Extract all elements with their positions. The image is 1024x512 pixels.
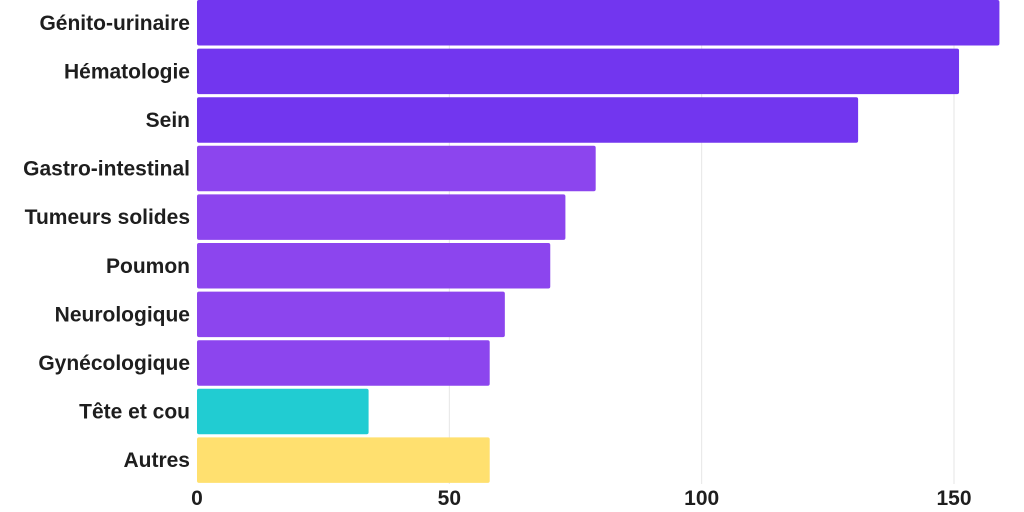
bar-8	[197, 388, 369, 435]
category-labels: Génito-urinaire Hématologie Sein Gastro-int…	[23, 12, 190, 472]
bar-5	[197, 243, 551, 289]
bar-6	[197, 291, 505, 338]
category-label-3: Gastro-intestinal	[23, 158, 190, 181]
bars	[197, 0, 1000, 483]
bar-2	[197, 97, 859, 143]
category-label-0: Génito-urinaire	[39, 12, 190, 35]
category-label-9: Autres	[123, 449, 190, 472]
bar-9	[197, 437, 490, 483]
bar-7	[197, 340, 490, 386]
x-tick-label-0: 0	[191, 487, 203, 510]
x-tick-label-100: 100	[684, 487, 719, 510]
category-label-4: Tumeurs solides	[25, 206, 190, 229]
bar-1	[197, 48, 960, 95]
category-label-8: Tête et cou	[79, 401, 190, 424]
category-label-2: Sein	[146, 109, 190, 132]
bar-0	[197, 0, 1000, 46]
x-tick-label-50: 50	[438, 487, 461, 510]
category-label-5: Poumon	[106, 255, 190, 278]
category-label-7: Gynécologique	[38, 352, 190, 375]
x-axis-ticks: 0 50 100 150	[191, 487, 971, 510]
bar-4	[197, 194, 566, 240]
x-tick-label-150: 150	[936, 487, 971, 510]
category-label-1: Hématologie	[64, 60, 190, 83]
bar-3	[197, 145, 596, 192]
category-label-6: Neurologique	[55, 303, 190, 326]
